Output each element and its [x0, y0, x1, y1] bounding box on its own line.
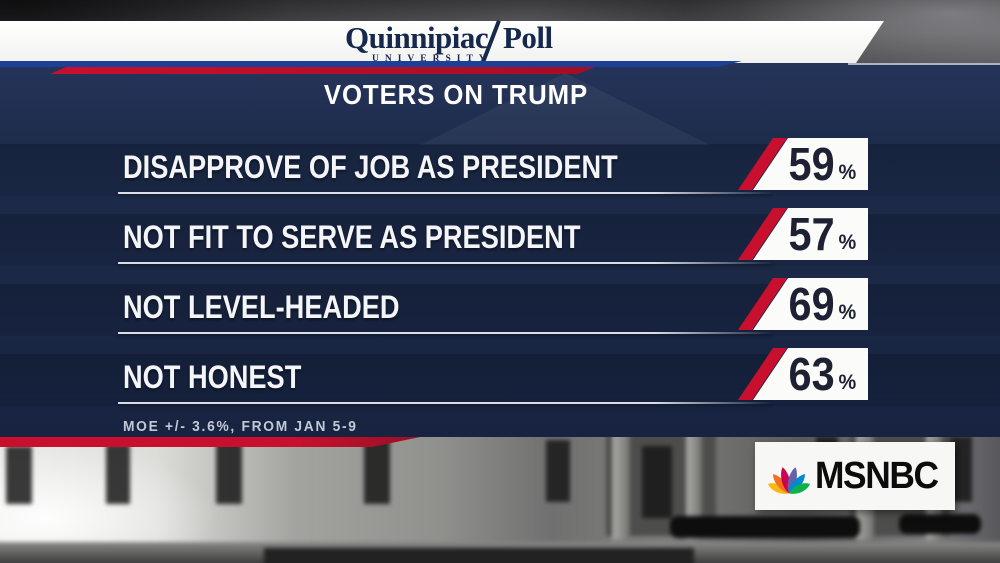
window: [364, 440, 390, 504]
percentage-value: 63: [788, 348, 835, 400]
percentage-plate: 59 %: [753, 138, 868, 190]
poll-row-label: DISAPPROVE OF JOB AS PRESIDENT: [123, 149, 618, 185]
percentage-value: 59: [788, 138, 835, 190]
bottom-red-accent-bar: [0, 437, 420, 447]
page-title: VOTERS ON TRUMP: [323, 79, 589, 110]
percentage-badge: 59 %: [738, 138, 868, 190]
window: [106, 444, 130, 504]
percent-sign: %: [838, 161, 856, 184]
header-band: [0, 21, 884, 63]
header-blue-accent-bar: [0, 61, 742, 67]
header-red-accent-bar: [50, 67, 595, 74]
window: [6, 446, 32, 504]
percentage-badge: 63 %: [738, 348, 868, 400]
percentage-value: 69: [788, 278, 835, 330]
poll-row: NOT LEVEL-HEADED 69 %: [0, 278, 1000, 348]
column: [612, 428, 630, 540]
university-subtitle: UNIVERSITY: [372, 54, 492, 64]
percentage-badge: 69 %: [738, 278, 868, 330]
row-underline: [118, 402, 772, 404]
steps-shadow: [264, 548, 694, 563]
shrubs: [899, 514, 981, 534]
poll-row: NOT FIT TO SERVE AS PRESIDENT 57 %: [0, 208, 1000, 278]
poll-row-label: NOT LEVEL-HEADED: [123, 289, 400, 325]
percentage-badge: 57 %: [738, 208, 868, 260]
poll-row-label: NOT FIT TO SERVE AS PRESIDENT: [123, 219, 581, 255]
percentage-plate: 63 %: [753, 348, 868, 400]
percent-sign: %: [838, 301, 856, 324]
shrubs: [670, 516, 860, 538]
window: [546, 440, 570, 502]
row-underline: [118, 192, 772, 194]
poll-wordmark: Poll: [503, 20, 553, 55]
row-underline: [118, 332, 772, 334]
nbc-peacock-icon: [767, 466, 811, 494]
percent-sign: %: [838, 231, 856, 254]
poll-row: NOT HONEST 63 %: [0, 348, 1000, 418]
percent-sign: %: [838, 371, 856, 394]
window: [950, 436, 972, 502]
door: [642, 446, 672, 518]
row-underline: [118, 262, 772, 264]
panel-top-highlight-line: [848, 63, 1000, 65]
msnbc-logo-bug: MSNBC: [755, 442, 955, 510]
column: [686, 428, 702, 540]
margin-of-error-note: MOE +/- 3.6%, FROM JAN 5-9: [123, 419, 358, 435]
quinnipiac-wordmark: Quinnipiac: [345, 20, 489, 55]
msnbc-wordmark: MSNBC: [815, 454, 939, 497]
poll-row: DISAPPROVE OF JOB AS PRESIDENT 59 %: [0, 138, 1000, 208]
quinnipiac-poll-logo: Quinnipiac Poll UNIVERSITY: [345, 20, 675, 68]
window: [216, 442, 242, 504]
poll-row-label: NOT HONEST: [123, 359, 302, 395]
percentage-value: 57: [788, 208, 835, 260]
